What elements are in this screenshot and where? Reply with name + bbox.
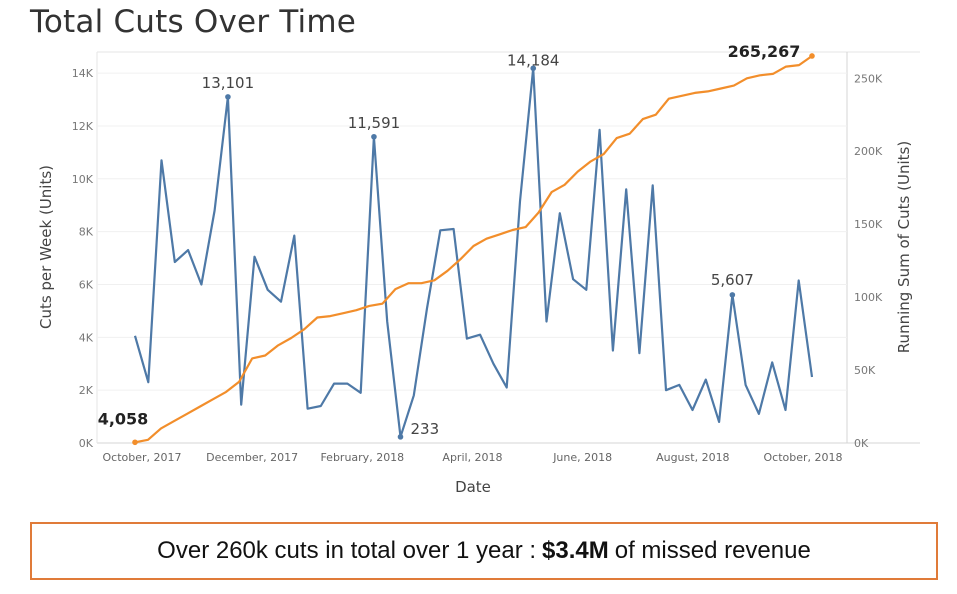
- data-label: 11,591: [348, 114, 401, 132]
- x-tick-label: February, 2018: [320, 451, 404, 464]
- x-axis-title: Date: [455, 478, 491, 496]
- x-tick-label: April, 2018: [442, 451, 502, 464]
- y-right-tick-label: 50K: [854, 364, 876, 377]
- annotated-point: [132, 439, 138, 446]
- y-right-axis-title: Running Sum of Cuts (Units): [895, 141, 913, 353]
- weekly-cuts-line: [133, 67, 814, 438]
- y-left-tick-label: 10K: [72, 173, 94, 186]
- y-right-tick-label: 0K: [854, 437, 869, 450]
- y-left-tick-label: 8K: [79, 226, 94, 239]
- annotated-point: [530, 65, 537, 72]
- x-tick-label: December, 2017: [206, 451, 298, 464]
- chart-canvas: 0K 2K 4K 6K 8K 10K 12K 14K 0K 50K 100K 150K 200K 250K…: [37, 42, 920, 496]
- y-left-tick-label: 4K: [79, 331, 94, 344]
- y-left-tick-label: 2K: [79, 384, 94, 397]
- callout-suffix: of missed revenue: [614, 537, 811, 564]
- x-tick-label: October, 2017: [102, 451, 181, 464]
- y-left-tick-label: 12K: [72, 120, 94, 133]
- y-left-tick-label: 14K: [72, 67, 94, 80]
- data-label: 14,184: [507, 51, 560, 69]
- y-right-tick-label: 250K: [854, 72, 883, 85]
- chart-title: Total Cuts Over Time: [30, 4, 356, 40]
- data-label: 4,058: [98, 409, 149, 428]
- y-right-tick-label: 100K: [854, 291, 883, 304]
- summary-callout: Over 260k cuts in total over 1 year : $3…: [30, 522, 938, 580]
- data-label: 13,101: [202, 74, 255, 92]
- y-right-tick-label: 150K: [854, 218, 883, 231]
- data-label: 5,607: [711, 271, 754, 289]
- annotated-point: [729, 292, 736, 298]
- data-label: 265,267: [728, 42, 801, 61]
- x-tick-label: October, 2018: [763, 451, 842, 464]
- callout-prefix: Over 260k cuts in total over 1 year :: [157, 537, 537, 564]
- annotated-point: [809, 53, 815, 59]
- annotated-point: [371, 133, 377, 140]
- data-label: 233: [410, 420, 439, 438]
- annotated-point: [225, 94, 231, 100]
- y-left-axis-title: Cuts per Week (Units): [37, 165, 55, 329]
- annotated-point: [397, 434, 404, 440]
- y-left-tick-label: 0K: [79, 437, 94, 450]
- y-right-tick-label: 200K: [854, 145, 883, 158]
- callout-highlight: $3.4M: [542, 537, 609, 564]
- y-left-tick-label: 6K: [79, 278, 94, 291]
- x-tick-label: June, 2018: [552, 451, 612, 464]
- running-sum-line: [134, 55, 813, 444]
- x-tick-label: August, 2018: [656, 451, 729, 464]
